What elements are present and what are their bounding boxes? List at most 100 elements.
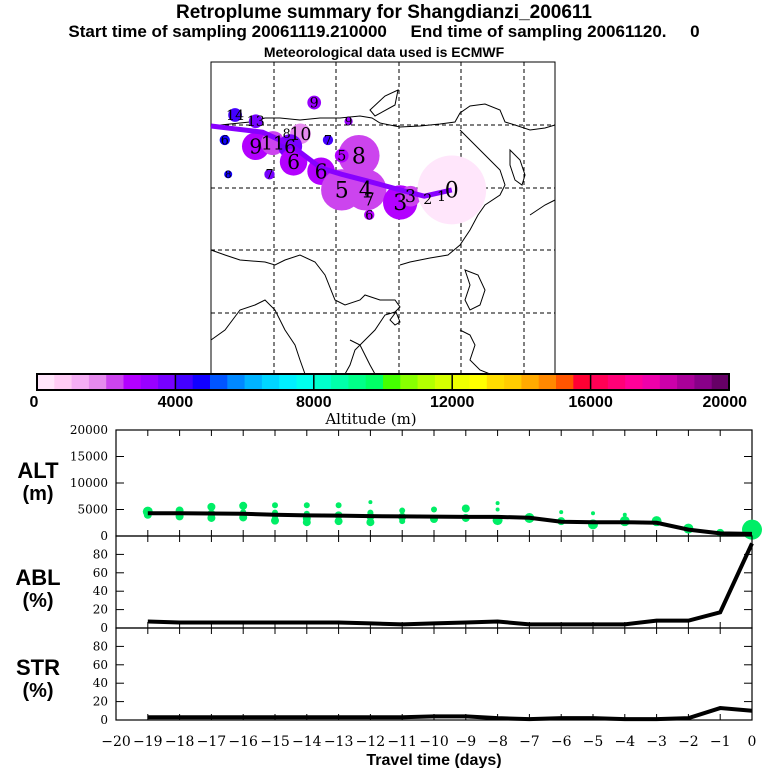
altitude-point <box>495 501 500 506</box>
x-tick-label: −16 <box>228 734 258 750</box>
plume-day-label: 5 <box>335 179 349 204</box>
plume-day-label: 14 <box>226 108 244 124</box>
sampling-start: Start time of sampling 20061119.210000 <box>68 22 387 41</box>
colorbar-tick-label: 8000 <box>296 394 332 411</box>
colorbar-frame <box>36 373 730 391</box>
altitude-point <box>272 502 278 509</box>
y-tick-label: 80 <box>93 547 108 561</box>
altitude-point <box>207 502 216 511</box>
panel-label: ABL <box>15 565 60 590</box>
altitude-colorbar: 0 4000 8000 12000 16000 20000 <box>30 373 747 411</box>
colorbar-swatch <box>175 374 194 390</box>
plume-day-label: 6 <box>315 159 328 183</box>
x-tick-label: −3 <box>646 734 667 750</box>
x-axis-label: Travel time (days) <box>366 752 501 768</box>
x-tick-label: −11 <box>387 734 417 750</box>
colorbar-swatch <box>37 374 55 390</box>
x-tick-label: −6 <box>551 734 572 750</box>
colorbar-swatch <box>607 374 626 390</box>
x-tick-label: −13 <box>324 734 354 750</box>
x-tick-label: −14 <box>292 734 322 750</box>
x-tick-label: −17 <box>197 734 227 750</box>
plume-day-label: 6 <box>284 137 296 158</box>
colorbar-swatch <box>383 374 401 390</box>
plume-day-label: 8 <box>225 169 232 181</box>
coastline <box>210 103 556 131</box>
plume-circle <box>219 134 230 146</box>
y-tick-label: 20 <box>93 603 108 617</box>
colorbar-swatch <box>556 374 574 390</box>
coastline <box>399 129 506 266</box>
x-tick-label: −2 <box>678 734 699 750</box>
plume-day-label: 9 <box>310 96 319 112</box>
colorbar-swatch <box>279 374 297 390</box>
plume-circle <box>228 108 242 122</box>
colorbar-tick-label: 16000 <box>568 394 613 411</box>
panel-frame <box>115 627 753 721</box>
colorbar-tick-label: 12000 <box>430 394 475 411</box>
plume-circle <box>344 117 353 126</box>
coastline <box>369 89 399 117</box>
altitude-point <box>334 517 343 526</box>
y-tick-label: 10000 <box>70 476 108 490</box>
colorbar-swatch <box>210 374 228 390</box>
y-tick-label: 40 <box>93 676 108 690</box>
colorbar-swatch <box>227 374 246 390</box>
colorbar-swatch <box>573 374 592 390</box>
plume-day-label: 8 <box>283 126 291 141</box>
met-data-note: Meteorological data used is ECMWF <box>263 44 505 60</box>
colorbar-swatch <box>434 374 453 390</box>
y-tick-label: 60 <box>93 566 108 580</box>
colorbar-swatch <box>54 374 73 390</box>
y-tick-label: 60 <box>93 658 108 672</box>
altitude-point <box>302 518 311 527</box>
colorbar-swatch <box>331 374 349 390</box>
altitude-point <box>239 501 248 510</box>
y-tick-label: 0 <box>100 713 108 727</box>
colorbar-swatch <box>521 374 540 390</box>
altitude-point <box>399 518 406 525</box>
colorbar-swatch <box>296 374 315 390</box>
plume-day-label: 7 <box>265 167 273 182</box>
colorbar-swatch <box>711 374 730 390</box>
coastline <box>529 199 556 216</box>
colorbar-swatch <box>469 374 488 390</box>
plume-day-label: 3 <box>393 191 407 216</box>
colorbar-swatch <box>625 374 643 390</box>
plume-centroid-path <box>210 123 453 199</box>
coastline <box>464 269 486 311</box>
colorbar-swatch <box>71 374 90 390</box>
coastline <box>210 299 306 375</box>
panel-unit-label: (%) <box>22 680 53 702</box>
altitude-point <box>591 511 595 516</box>
x-tick-label: −9 <box>455 734 476 750</box>
altitude-point <box>622 512 627 517</box>
plume-circle <box>417 155 487 225</box>
panel-unit-label: (%) <box>22 590 53 612</box>
plume-day-label: 1 <box>437 189 446 205</box>
colorbar-swatch <box>400 374 419 390</box>
x-tick-label: −10 <box>419 734 449 750</box>
plume-day-label: 6 <box>221 132 229 147</box>
colorbar-tick-label: 0 <box>30 394 39 411</box>
colorbar-swatch <box>677 374 695 390</box>
colorbar-swatch <box>140 374 159 390</box>
y-tick-label: 40 <box>93 584 108 598</box>
map-frame <box>210 61 556 375</box>
y-tick-label: 15000 <box>70 450 108 464</box>
abl-line <box>147 542 754 627</box>
colorbar-tick-label: 4000 <box>158 394 194 411</box>
y-tick-label: 0 <box>100 621 108 635</box>
colorbar-swatch <box>313 374 332 390</box>
plume-day-label: 8 <box>352 144 366 169</box>
plume-day-label: 13 <box>247 114 265 130</box>
colorbar-swatch <box>88 374 107 390</box>
str-line <box>147 706 753 722</box>
colorbar-swatch <box>123 374 142 390</box>
plume-day-label: 2 <box>423 192 432 208</box>
plume-day-label: 4 <box>359 179 373 204</box>
time-series-panels: 05000100001500020000ALT(m)020406080ABL(%… <box>15 423 762 750</box>
colorbar-swatch <box>452 374 470 390</box>
x-tick-label: −1 <box>710 734 731 750</box>
